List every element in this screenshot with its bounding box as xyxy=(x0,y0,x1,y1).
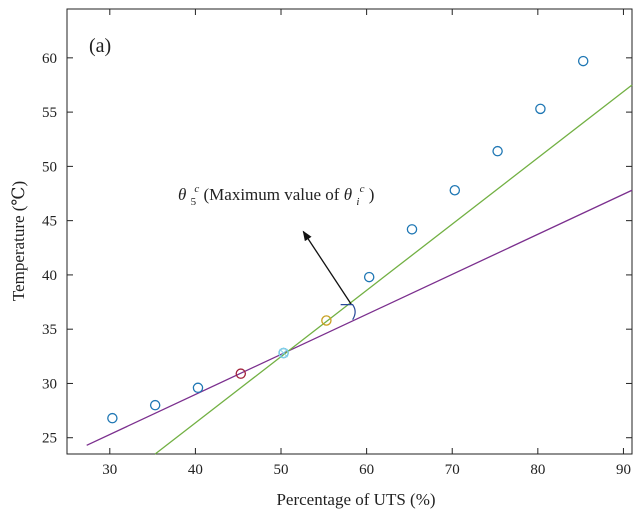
data-point xyxy=(235,368,247,379)
data-point xyxy=(363,271,375,283)
data-point xyxy=(492,145,503,157)
x-tick-label: 70 xyxy=(445,462,460,478)
x-tick-label: 30 xyxy=(102,462,117,478)
theta-sub: 5 xyxy=(191,196,197,208)
annotation-close: ) xyxy=(369,185,375,204)
y-tick-label: 40 xyxy=(42,268,57,284)
y-tick-label: 30 xyxy=(42,376,57,392)
data-point xyxy=(107,412,118,424)
theta-symbol-2: θ xyxy=(344,185,352,204)
angle-arc xyxy=(340,304,356,320)
theta-symbol: θ xyxy=(178,185,186,204)
panel-label: (a) xyxy=(89,35,111,57)
y-tick-label: 50 xyxy=(42,159,57,175)
plot-area xyxy=(66,8,633,455)
x-tick-label: 90 xyxy=(616,462,631,478)
x-axis-label: Percentage of UTS (%) xyxy=(276,490,435,509)
x-tick-label: 80 xyxy=(530,462,545,478)
theta-sub-2: i xyxy=(356,196,359,208)
y-tick-label: 35 xyxy=(42,322,57,338)
data-point xyxy=(535,103,546,115)
x-tick-label: 40 xyxy=(188,462,203,478)
annotation-arrow xyxy=(302,230,352,305)
annotation xyxy=(302,230,356,320)
data-point-cross xyxy=(279,348,288,358)
data-point xyxy=(278,347,289,359)
theta-sup: c xyxy=(194,183,199,195)
y-tick-label: 60 xyxy=(42,51,57,67)
data-point xyxy=(449,185,461,196)
fit-lines xyxy=(86,84,633,455)
data-points xyxy=(107,55,589,424)
annotation-label: θ 5 c (Maximum value of θ i c ) xyxy=(178,177,374,209)
theta-sup-2: c xyxy=(360,183,365,195)
fit-line xyxy=(86,189,633,446)
y-tick-label: 25 xyxy=(42,431,57,447)
x-tick-label: 60 xyxy=(359,462,374,478)
data-point xyxy=(406,224,418,235)
data-point xyxy=(149,399,161,411)
data-point xyxy=(192,382,204,394)
fit-line xyxy=(154,84,633,455)
data-point xyxy=(577,55,589,67)
y-tick-label: 45 xyxy=(42,214,57,230)
y-tick-label: 55 xyxy=(42,105,57,121)
axis-ticks: 30 40 50 60 70 80 90 25 30 35 40 45 50 55 60 xyxy=(42,9,632,478)
annotation-text: (Maximum value of xyxy=(204,185,344,204)
data-point xyxy=(321,315,332,326)
x-tick-label: 50 xyxy=(274,462,289,478)
y-axis-label: Temperature (℃) xyxy=(9,181,28,301)
